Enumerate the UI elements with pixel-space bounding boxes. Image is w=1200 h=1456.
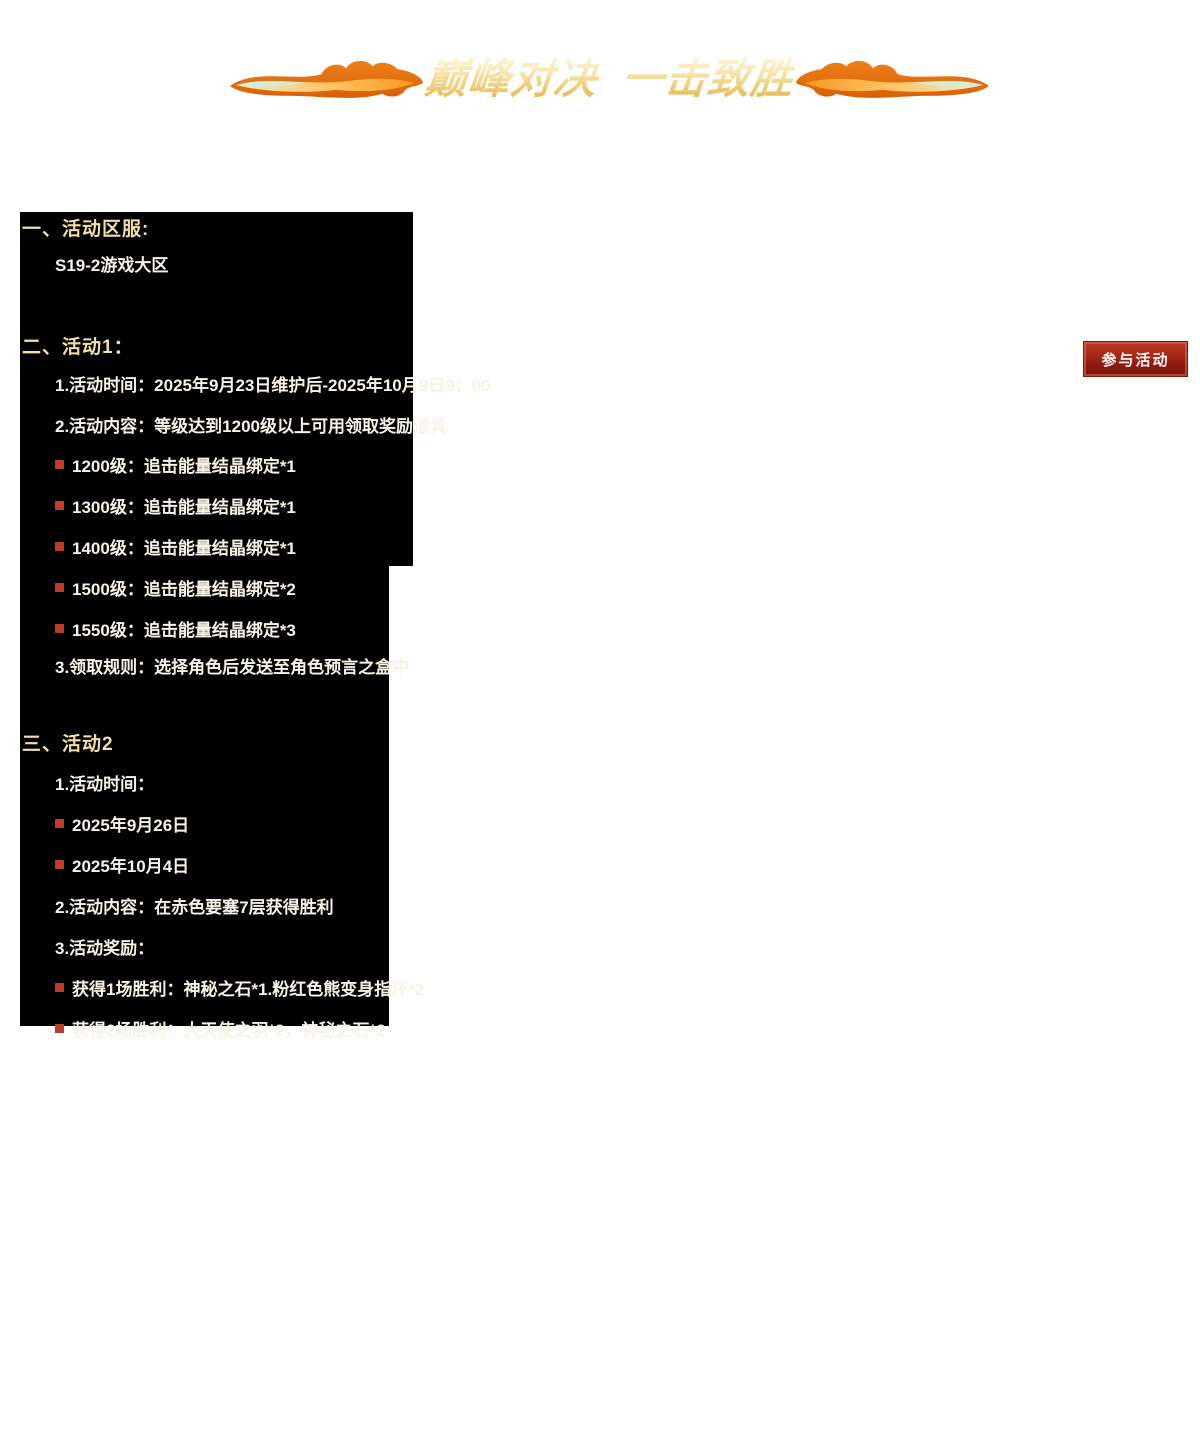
reward-item-label: 1400级：追击能量结晶绑定*1 [72, 539, 296, 558]
section3-reward-label: 3.活动奖励： [55, 939, 155, 958]
reward-item-label: 1500级：追击能量结晶绑定*2 [72, 580, 296, 599]
bullet-square-icon [55, 983, 64, 992]
bullet-square-icon [55, 819, 64, 828]
bullet-square-icon [55, 460, 64, 469]
section3-heading: 三、活动2 [22, 734, 114, 755]
content-panel-bottom [20, 566, 389, 1026]
reward-item: 1200级：追击能量结晶绑定*1 [55, 452, 296, 477]
bullet-square-icon [55, 542, 64, 551]
date-item: 2025年10月4日 [55, 852, 189, 877]
section2-rule: 3.领取规则：选择角色后发送至角色预言之盒中 [55, 658, 410, 677]
reward-item: 1400级：追击能量结晶绑定*1 [55, 534, 296, 559]
reward-item-label: 1550级：追击能量结晶绑定*3 [72, 621, 296, 640]
reward-item: 1550级：追击能量结晶绑定*3 [55, 616, 296, 641]
section2-time: 1.活动时间：2025年9月23日维护后-2025年10月9日9：00 [55, 376, 491, 395]
victory-reward-label: 获得1场胜利：神秘之石*1.粉红色熊变身指环*2 [72, 980, 425, 999]
wing-blade-left-icon [228, 56, 425, 102]
section3-time-label: 1.活动时间： [55, 775, 155, 794]
date-item-label: 2025年10月4日 [72, 857, 190, 876]
section2-heading: 二、活动1： [22, 337, 134, 358]
date-item: 2025年9月26日 [55, 811, 189, 836]
reward-item: 1500级：追击能量结晶绑定*2 [55, 575, 296, 600]
section2-content: 2.活动内容：等级达到1200级以上可用领取奖励道具 [55, 417, 447, 436]
reward-item: 1300级：追击能量结晶绑定*1 [55, 493, 296, 518]
section3-content: 2.活动内容：在赤色要塞7层获得胜利 [55, 898, 334, 917]
banner: 巅峰对决 一击致胜 [228, 55, 952, 103]
date-item-label: 2025年9月26日 [72, 816, 190, 835]
bullet-square-icon [55, 501, 64, 510]
join-activity-button[interactable]: 参与活动 [1083, 341, 1188, 377]
section1-heading: 一、活动区服: [22, 219, 150, 240]
wing-blade-right-icon [794, 56, 991, 102]
bullet-square-icon [55, 624, 64, 633]
reward-item-label: 1200级：追击能量结晶绑定*1 [72, 457, 296, 476]
victory-reward-item: 获得1场胜利：神秘之石*1.粉红色熊变身指环*2 [55, 975, 424, 1000]
bullet-square-icon [55, 1024, 64, 1033]
reward-item-label: 1300级：追击能量结晶绑定*1 [72, 498, 296, 517]
content-panel-top [20, 212, 413, 566]
victory-reward-item: 获得2场胜利：大天使之羽*2，神秘之石*2 [55, 1016, 386, 1041]
bullet-square-icon [55, 860, 64, 869]
victory-reward-label: 获得2场胜利：大天使之羽*2，神秘之石*2 [72, 1021, 386, 1040]
page-title: 巅峰对决 一击致胜 [422, 55, 797, 102]
section1-server: S19-2游戏大区 [55, 256, 169, 275]
bullet-square-icon [55, 583, 64, 592]
